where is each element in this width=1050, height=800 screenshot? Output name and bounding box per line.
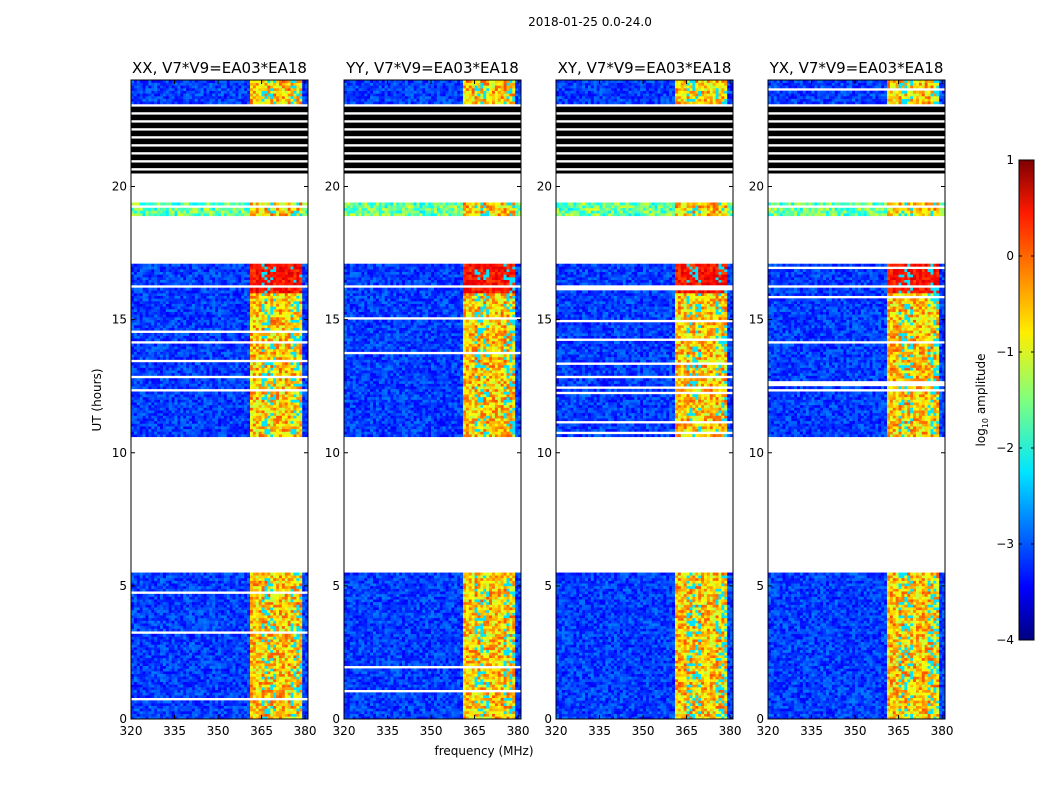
- x-tick-label: 380: [931, 724, 954, 738]
- x-tick-label: 320: [120, 724, 143, 738]
- y-tick-label: 0: [756, 712, 764, 726]
- x-tick-label: 320: [757, 724, 780, 738]
- x-tick-label: 365: [250, 724, 273, 738]
- x-tick-label: 350: [420, 724, 443, 738]
- colorbar-label-rest: amplitude: [974, 354, 988, 418]
- panel-frame: [343, 79, 522, 720]
- y-tick-label: 10: [112, 446, 127, 460]
- y-tick-label: 15: [112, 313, 127, 327]
- colorbar-tick-label: −3: [996, 537, 1014, 551]
- y-tick-label: 0: [544, 712, 552, 726]
- y-tick-label: 20: [112, 180, 127, 194]
- colorbar-tick-label: −4: [996, 633, 1014, 647]
- heatmap-cells: [768, 80, 945, 719]
- x-tick-label: 365: [463, 724, 486, 738]
- y-tick-label: 5: [756, 579, 764, 593]
- panel-yy: YY, V7*V9=EA03*EA18 320 335 350 365 380 0 5 10 15…: [325, 59, 530, 738]
- y-tick-label: 0: [119, 712, 127, 726]
- panel-title: YX, V7*V9=EA03*EA18: [769, 59, 944, 77]
- colorbar-label-log: log: [974, 428, 988, 446]
- x-tick-label: 350: [207, 724, 230, 738]
- heatmap-cells: [344, 80, 521, 719]
- panel-title: YY, V7*V9=EA03*EA18: [345, 59, 519, 77]
- panel-title: XX, V7*V9=EA03*EA18: [132, 59, 307, 77]
- colorbar-ticks: 1 0 −1 −2 −3 −4: [996, 153, 1034, 647]
- colorbar-gradient: [1018, 159, 1035, 641]
- y-tick-label: 5: [119, 579, 127, 593]
- y-axis-label: UT (hours): [90, 368, 104, 431]
- y-tick-label: 10: [325, 446, 340, 460]
- y-tick-label: 10: [537, 446, 552, 460]
- x-tick-label: 380: [719, 724, 742, 738]
- panel-xy: XY, V7*V9=EA03*EA18 320 335 350 365 380 0 5 10 15…: [537, 59, 742, 738]
- x-tick-label: 380: [294, 724, 317, 738]
- colorbar-label-subscript: 10: [981, 418, 990, 428]
- colorbar-tick-label: 1: [1006, 153, 1014, 167]
- panel-frame: [767, 79, 946, 720]
- panel-title: XY, V7*V9=EA03*EA18: [558, 59, 732, 77]
- y-tick-label: 5: [544, 579, 552, 593]
- x-tick-label: 365: [887, 724, 910, 738]
- y-tick-label: 15: [749, 313, 764, 327]
- figure-suptitle: 2018-01-25 0.0-24.0: [528, 15, 652, 29]
- x-tick-label: 320: [545, 724, 568, 738]
- y-tick-label: 20: [325, 180, 340, 194]
- y-tick-label: 20: [749, 180, 764, 194]
- x-tick-label: 350: [632, 724, 655, 738]
- x-tick-label: 320: [333, 724, 356, 738]
- panel-frame: [130, 79, 309, 720]
- y-tick-label: 0: [332, 712, 340, 726]
- x-tick-label: 380: [507, 724, 530, 738]
- panel-xx: XX, V7*V9=EA03*EA18 320 335 350 365 380 0 5 10 15…: [112, 59, 317, 738]
- y-tick-label: 10: [749, 446, 764, 460]
- x-axis-label: frequency (MHz): [434, 744, 533, 758]
- colorbar-tick-label: 0: [1006, 249, 1014, 263]
- y-tick-label: 20: [537, 180, 552, 194]
- colorbar-tick-label: −2: [996, 441, 1014, 455]
- x-tick-label: 335: [376, 724, 399, 738]
- x-tick-label: 335: [800, 724, 823, 738]
- y-tick-label: 5: [332, 579, 340, 593]
- panel-yx: YX, V7*V9=EA03*EA18 320 335 350 365 380 0 5 10 15…: [749, 59, 954, 738]
- panel-frame: [555, 79, 734, 720]
- x-tick-label: 335: [163, 724, 186, 738]
- colorbar-label: log10 amplitude: [974, 354, 990, 447]
- x-tick-label: 335: [588, 724, 611, 738]
- y-tick-label: 15: [325, 313, 340, 327]
- heatmap-cells: [556, 80, 733, 719]
- x-tick-label: 350: [844, 724, 867, 738]
- panels-group: XX, V7*V9=EA03*EA18 320 335 350 365 380 0 5 10 15…: [112, 59, 954, 738]
- x-tick-label: 365: [675, 724, 698, 738]
- colorbar-tick-label: −1: [996, 345, 1014, 359]
- heatmap-cells: [131, 80, 308, 719]
- y-tick-label: 15: [537, 313, 552, 327]
- colorbar: 10−1−2−3−4 log10 amplitude: [974, 153, 1035, 647]
